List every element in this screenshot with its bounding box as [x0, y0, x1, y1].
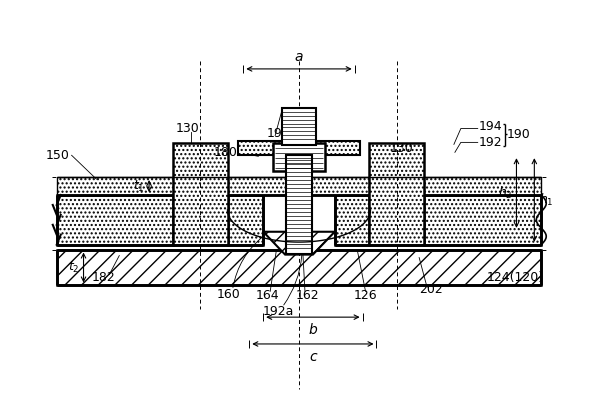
Text: 164: 164: [255, 289, 279, 302]
Bar: [173, 143, 227, 245]
Text: 126: 126: [353, 289, 377, 302]
Text: 202: 202: [419, 283, 443, 296]
Text: 162: 162: [296, 289, 320, 302]
Bar: [57, 195, 173, 245]
Text: b: b: [309, 323, 318, 337]
Text: 192b: 192b: [266, 127, 298, 140]
Bar: [282, 108, 316, 145]
Text: $h_1$: $h_1$: [539, 192, 554, 208]
Bar: [424, 177, 541, 195]
Text: c: c: [309, 350, 317, 364]
Bar: [227, 195, 263, 245]
Text: 124(120): 124(120): [487, 271, 544, 284]
Bar: [424, 195, 541, 245]
Text: 192: 192: [479, 136, 502, 149]
Bar: [273, 143, 325, 171]
Polygon shape: [263, 232, 335, 255]
Bar: [286, 155, 312, 254]
Text: $t_1$: $t_1$: [133, 178, 145, 193]
Text: $h_2$: $h_2$: [498, 185, 512, 201]
Text: 160: 160: [216, 288, 240, 301]
Bar: [57, 177, 173, 195]
Bar: [57, 250, 541, 285]
Bar: [239, 141, 359, 155]
Text: 190: 190: [507, 128, 530, 141]
Text: 194: 194: [479, 120, 502, 133]
Text: 150: 150: [46, 149, 69, 162]
Text: $t_2$: $t_2$: [68, 260, 80, 275]
Bar: [335, 195, 370, 245]
Text: 192a: 192a: [263, 305, 294, 318]
Text: a: a: [295, 50, 303, 64]
Bar: [227, 177, 370, 195]
Text: 130: 130: [176, 122, 200, 135]
Bar: [370, 143, 424, 245]
Text: 182: 182: [91, 271, 115, 284]
Text: 130: 130: [389, 142, 413, 155]
Text: 180: 180: [213, 146, 237, 159]
